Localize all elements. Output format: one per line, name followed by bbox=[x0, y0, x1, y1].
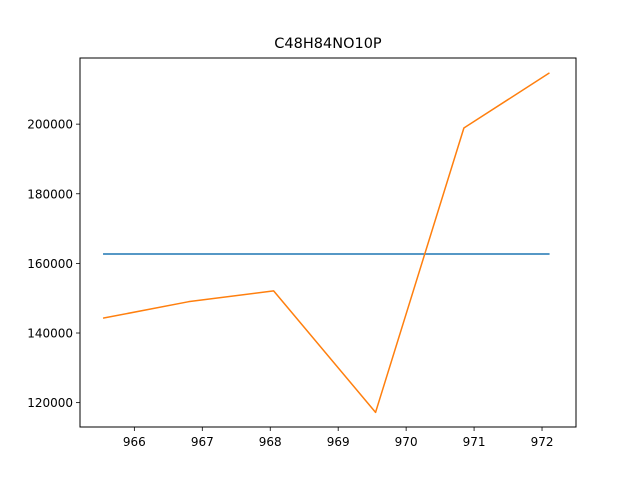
y-tick-label: 200000 bbox=[27, 118, 73, 132]
x-tick-label: 967 bbox=[191, 435, 214, 449]
y-axis: 120000 140000 160000 180000 200000 bbox=[27, 118, 80, 410]
x-tick-label: 966 bbox=[123, 435, 146, 449]
x-tick-label: 971 bbox=[463, 435, 486, 449]
y-tick-label: 180000 bbox=[27, 187, 73, 201]
x-tick-label: 972 bbox=[531, 435, 554, 449]
series-line-2 bbox=[102, 72, 550, 414]
x-tick-label: 970 bbox=[395, 435, 418, 449]
y-tick-label: 120000 bbox=[27, 396, 73, 410]
y-tick-label: 140000 bbox=[27, 327, 73, 341]
plot-area-frame bbox=[79, 57, 577, 428]
x-tick-label: 969 bbox=[327, 435, 350, 449]
chart-title: C48H84NO10P bbox=[274, 36, 382, 52]
x-axis: 966 967 968 969 970 971 972 bbox=[123, 427, 554, 449]
series-layer bbox=[102, 72, 550, 414]
x-tick-label: 968 bbox=[259, 435, 282, 449]
y-tick-label: 160000 bbox=[27, 257, 73, 271]
